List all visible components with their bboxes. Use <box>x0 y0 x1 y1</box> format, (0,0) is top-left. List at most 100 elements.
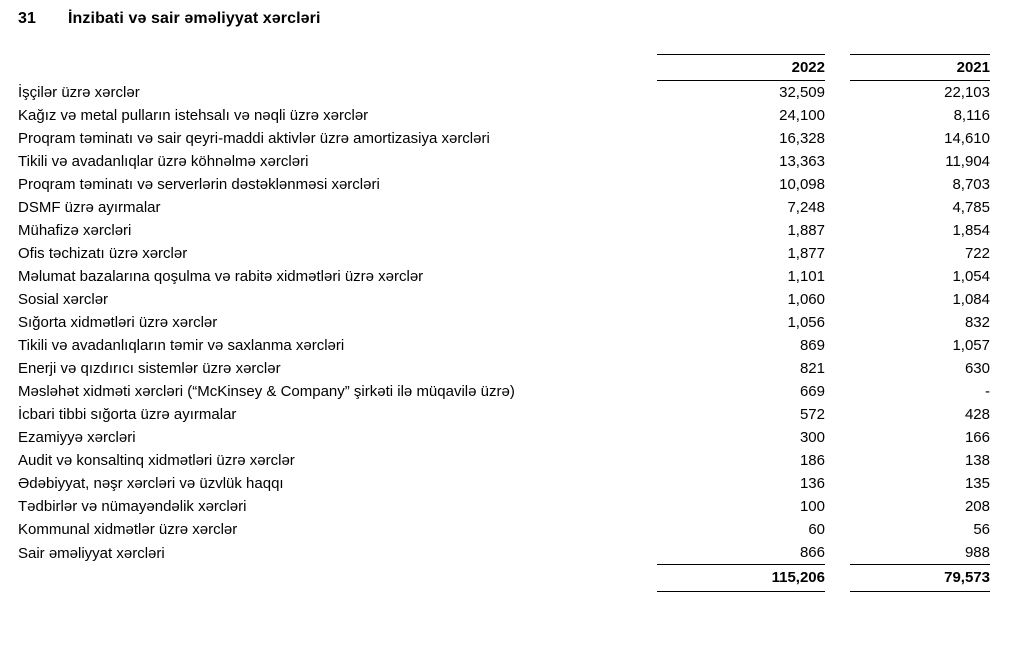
financial-note-page: 31 İnzibati və sair əməliyyat xərcləri 20… <box>0 0 1010 592</box>
table-row: Məsləhət xidməti xərcləri (“McKinsey & C… <box>18 380 990 403</box>
table-row: Tikili və avadanlıqların təmir və saxlan… <box>18 334 990 357</box>
table-row: Məlumat bazalarına qoşulma və rabitə xid… <box>18 265 990 288</box>
row-value-2021: 988 <box>964 544 990 561</box>
table-row: Sosial xərclər 1,060 1,084 <box>18 288 990 311</box>
column-gap <box>825 173 850 196</box>
row-value-2021: 1,084 <box>952 291 990 308</box>
row-label: İşçilər üzrə xərclər <box>18 84 140 101</box>
row-value-2022: 866 <box>799 544 825 561</box>
note-number: 31 <box>18 10 36 27</box>
row-label: Proqram təminatı və sair qeyri-maddi akt… <box>18 130 490 147</box>
row-value-2022: 186 <box>799 452 825 469</box>
row-value-2022: 7,248 <box>787 199 825 216</box>
table-row: Ədəbiyyat, nəşr xərcləri və üzvlük haqqı… <box>18 472 990 495</box>
column-gap <box>825 449 850 472</box>
row-label: Tikili və avadanlıqların təmir və saxlan… <box>18 337 345 354</box>
column-gap <box>825 150 850 173</box>
column-gap <box>825 518 850 541</box>
row-label: Mühafizə xərcləri <box>18 222 132 239</box>
row-value-2022: 1,877 <box>787 245 825 262</box>
row-label: Məlumat bazalarına qoşulma və rabitə xid… <box>18 268 424 285</box>
row-value-2022: 13,363 <box>779 153 825 170</box>
column-header-2022: 2022 <box>657 54 825 81</box>
table-row: Mühafizə xərcləri 1,887 1,854 <box>18 219 990 242</box>
table-row: Sığorta xidmətləri üzrə xərclər 1,056 832 <box>18 311 990 334</box>
column-gap <box>825 541 850 565</box>
column-gap <box>825 288 850 311</box>
table-row: Kağız və metal pulların istehsalı və nəq… <box>18 104 990 127</box>
table-body: İşçilər üzrə xərclər 32,509 22,103 Kağız və… <box>18 81 990 565</box>
row-label: Sosial xərclər <box>18 291 109 308</box>
table-row: Proqram təminatı və serverlərin dəstəklə… <box>18 173 990 196</box>
column-gap <box>825 196 850 219</box>
row-value-2022: 10,098 <box>779 176 825 193</box>
row-label: Sair əməliyyat xərcləri <box>18 544 165 562</box>
table-row: İcbari tibbi sığorta üzrə ayırmalar 572 42… <box>18 403 990 426</box>
row-value-2021: 166 <box>964 429 990 446</box>
row-value-2022: 32,509 <box>779 84 825 101</box>
row-value-2021: 208 <box>964 498 990 515</box>
row-value-2021: 722 <box>964 245 990 262</box>
table-row: DSMF üzrə ayırmalar 7,248 4,785 <box>18 196 990 219</box>
column-gap <box>825 265 850 288</box>
row-label: İcbari tibbi sığorta üzrə ayırmalar <box>18 406 237 423</box>
column-header-2021: 2021 <box>850 54 990 81</box>
row-label: Proqram təminatı və serverlərin dəstəklə… <box>18 176 380 193</box>
section-title: 31 İnzibati və sair əməliyyat xərcləri <box>0 0 1010 28</box>
row-label: Tədbirlər və nümayəndəlik xərcləri <box>18 498 247 515</box>
table-row: Sair əməliyyat xərcləri 866 988 <box>18 541 990 565</box>
table-row: Tikili və avadanlıqlar üzrə köhnəlmə xər… <box>18 150 990 173</box>
row-label: Tikili və avadanlıqlar üzrə köhnəlmə xər… <box>18 153 309 170</box>
row-value-2022: 572 <box>799 406 825 423</box>
column-gap <box>825 104 850 127</box>
row-value-2022: 1,056 <box>787 314 825 331</box>
column-gap <box>825 311 850 334</box>
row-value-2022: 1,101 <box>787 268 825 285</box>
total-2021: 79,573 <box>850 564 990 592</box>
row-label: Kommunal xidmətlər üzrə xərclər <box>18 521 238 538</box>
row-value-2022: 100 <box>799 498 825 515</box>
column-gap <box>825 334 850 357</box>
column-gap <box>825 55 850 81</box>
table-row: Ezamiyyə xərcləri 300 166 <box>18 426 990 449</box>
column-gap <box>825 219 850 242</box>
table-row: Ofis təchizatı üzrə xərclər 1,877 722 <box>18 242 990 265</box>
row-label: Enerji və qızdırıcı sistemlər üzrə xərcl… <box>18 360 281 377</box>
row-value-2022: 300 <box>799 429 825 446</box>
row-value-2021: 56 <box>973 521 990 538</box>
row-value-2021: 630 <box>964 360 990 377</box>
row-value-2021: 22,103 <box>944 84 990 101</box>
column-gap <box>825 127 850 150</box>
row-value-2021: 1,854 <box>952 222 990 239</box>
row-label: Kağız və metal pulların istehsalı və nəq… <box>18 107 369 124</box>
total-row: 115,206 79,573 <box>18 564 990 592</box>
table-row: Audit və konsaltinq xidmətləri üzrə xərc… <box>18 449 990 472</box>
note-title: İnzibati və sair əməliyyat xərcləri <box>68 10 321 27</box>
table-row: Proqram təminatı və sair qeyri-maddi akt… <box>18 127 990 150</box>
column-gap <box>825 242 850 265</box>
row-value-2022: 24,100 <box>779 107 825 124</box>
row-label: Məsləhət xidməti xərcləri (“McKinsey & C… <box>18 383 515 400</box>
row-value-2021: 428 <box>964 406 990 423</box>
row-label: DSMF üzrə ayırmalar <box>18 199 161 216</box>
row-value-2021: 4,785 <box>952 199 990 216</box>
row-label: Ofis təchizatı üzrə xərclər <box>18 245 188 262</box>
row-value-2021: 1,057 <box>952 337 990 354</box>
expense-table: 2022 2021 İşçilər üzrə xərclər 32,509 22,1… <box>18 54 990 592</box>
row-value-2022: 821 <box>799 360 825 377</box>
row-value-2021: 11,904 <box>945 153 990 170</box>
table-row: Kommunal xidmətlər üzrə xərclər 60 56 <box>18 518 990 541</box>
row-value-2021: 8,116 <box>953 107 990 124</box>
row-value-2022: 669 <box>799 383 825 400</box>
table-row: İşçilər üzrə xərclər 32,509 22,103 <box>18 81 990 105</box>
row-value-2022: 1,060 <box>787 291 825 308</box>
table-header-row: 2022 2021 <box>18 54 990 81</box>
total-label-spacer <box>18 565 657 592</box>
column-gap <box>825 380 850 403</box>
row-value-2021: - <box>985 383 990 400</box>
column-gap <box>825 472 850 495</box>
row-label: Ədəbiyyat, nəşr xərcləri və üzvlük haqqı <box>18 475 284 492</box>
row-value-2022: 16,328 <box>779 130 825 147</box>
row-value-2022: 136 <box>799 475 825 492</box>
row-value-2022: 1,887 <box>787 222 825 239</box>
